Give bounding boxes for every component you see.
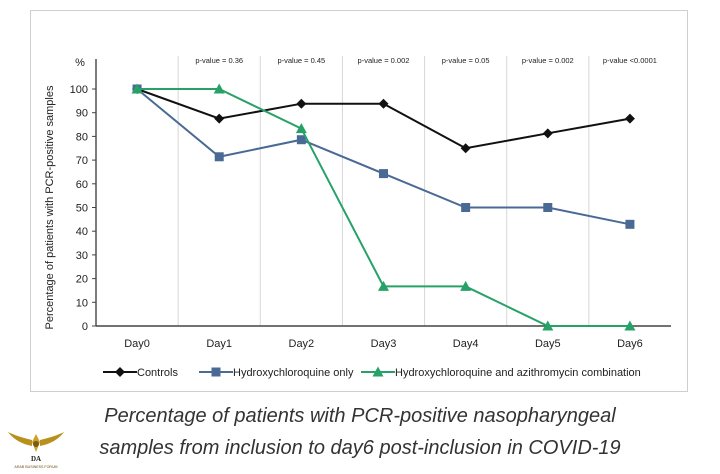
data-point — [378, 280, 389, 291]
p-value-label: p-value = 0.36 — [195, 56, 243, 65]
y-unit-label: % — [75, 57, 85, 69]
y-tick-label: 80 — [76, 131, 88, 143]
legend-marker — [372, 366, 384, 377]
y-tick-label: 100 — [70, 84, 88, 96]
x-tick-label: Day5 — [535, 338, 561, 350]
data-point — [460, 143, 471, 154]
legend-marker — [115, 367, 125, 377]
x-tick-label: Day3 — [371, 338, 397, 350]
p-value-label: p-value = 0.002 — [358, 56, 410, 65]
y-tick-label: 0 — [82, 321, 88, 333]
caption-line-2: samples from inclusion to day6 post-incl… — [99, 437, 621, 459]
x-tick-label: Day0 — [124, 338, 150, 350]
figure-caption: Percentage of patients with PCR-positive… — [0, 400, 720, 464]
legend-label: Controls — [137, 367, 178, 379]
y-tick-label: 90 — [76, 108, 88, 120]
data-point — [460, 280, 472, 291]
data-point — [296, 98, 307, 109]
y-tick-label: 20 — [76, 274, 88, 286]
y-tick-label: 30 — [76, 250, 88, 262]
p-value-label: p-value = 0.002 — [522, 56, 574, 65]
y-tick-label: 10 — [76, 297, 88, 309]
brand-logo: DA ARAB BUSINESS FORUM — [8, 432, 64, 469]
data-point — [296, 135, 306, 145]
data-point — [213, 83, 225, 94]
legend-label: Hydroxychloroquine only — [233, 367, 354, 379]
line-chart: 0 10 20 30 40 50 60 70 80 90 100% Percentage of pat… — [44, 56, 671, 379]
data-point — [543, 203, 553, 212]
data-point — [295, 123, 307, 134]
data-point — [542, 128, 553, 139]
p-value-label: p-value <0.0001 — [603, 56, 657, 65]
data-point — [624, 113, 635, 124]
chart-frame: 0 10 20 30 40 50 60 70 80 90 100% Percentage of pat… — [30, 10, 688, 392]
winged-emblem-icon — [8, 432, 64, 452]
p-value-label: p-value = 0.05 — [442, 56, 490, 65]
series-line-2 — [136, 88, 631, 226]
data-point — [214, 152, 224, 162]
x-tick-label: Day1 — [206, 338, 232, 350]
data-point — [378, 98, 389, 109]
y-tick-label: 60 — [76, 179, 88, 191]
y-axis-title: Percentage of patients with PCR-positive… — [44, 85, 56, 329]
logo-text-top: DA — [31, 455, 41, 463]
data-point — [214, 113, 225, 124]
logo-text-mid: ARAB BUSINESS FORUM — [14, 465, 57, 469]
data-point — [379, 169, 388, 179]
y-tick-label: 50 — [76, 203, 88, 215]
series-line-1 — [136, 88, 631, 150]
p-value-label: p-value = 0.45 — [277, 56, 325, 65]
y-tick-label: 40 — [76, 226, 88, 238]
data-point — [542, 320, 554, 331]
data-point — [461, 203, 471, 212]
data-point — [624, 320, 636, 331]
legend-marker — [211, 367, 221, 377]
legend-label: Hydroxychloroquine and azithromycin comb… — [395, 367, 641, 379]
data-point — [625, 219, 635, 229]
caption-line-1: Percentage of patients with PCR-positive… — [104, 405, 616, 427]
data-point — [131, 83, 143, 94]
x-tick-label: Day6 — [617, 338, 643, 350]
x-tick-label: Day2 — [289, 338, 315, 350]
x-tick-label: Day4 — [453, 338, 479, 350]
y-tick-label: 70 — [76, 155, 88, 167]
